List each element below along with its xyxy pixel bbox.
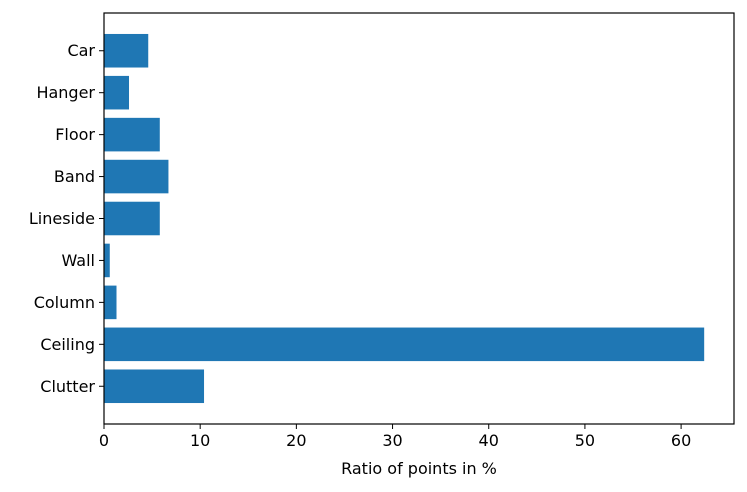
bar-clutter (104, 369, 205, 404)
x-tick-label-60: 60 (671, 431, 691, 450)
y-axis-ticks: Clutter Ceiling Column Wall Lineside Band Floo… (29, 41, 104, 396)
y-tick-label-hanger: Hanger (36, 83, 95, 102)
bar-lineside (104, 201, 160, 236)
x-tick-label-0: 0 (99, 431, 109, 450)
x-axis-ticks: 0 10 20 30 40 50 60 (99, 424, 691, 450)
y-tick-label-band: Band (54, 167, 95, 186)
plot-frame (103, 12, 735, 425)
y-tick-label-column: Column (34, 293, 95, 312)
bar-floor (104, 117, 160, 152)
y-tick-label-lineside: Lineside (29, 209, 95, 228)
x-tick-label-40: 40 (479, 431, 499, 450)
bar-wall (104, 243, 110, 278)
x-tick-label-30: 30 (382, 431, 402, 450)
bar-hanger (104, 75, 130, 110)
bars-group (104, 33, 705, 404)
y-tick-label-wall: Wall (62, 251, 96, 270)
x-tick-label-50: 50 (575, 431, 595, 450)
x-axis-title: Ratio of points in % (341, 459, 497, 478)
y-tick-label-car: Car (67, 41, 95, 60)
bar-car (104, 33, 149, 68)
bar-ceiling (104, 327, 705, 362)
bar-band (104, 159, 169, 194)
bar-column (104, 285, 117, 320)
x-tick-label-20: 20 (286, 431, 306, 450)
y-tick-label-floor: Floor (55, 125, 95, 144)
y-tick-label-clutter: Clutter (40, 377, 95, 396)
x-tick-label-10: 10 (190, 431, 210, 450)
y-tick-label-ceiling: Ceiling (40, 335, 95, 354)
